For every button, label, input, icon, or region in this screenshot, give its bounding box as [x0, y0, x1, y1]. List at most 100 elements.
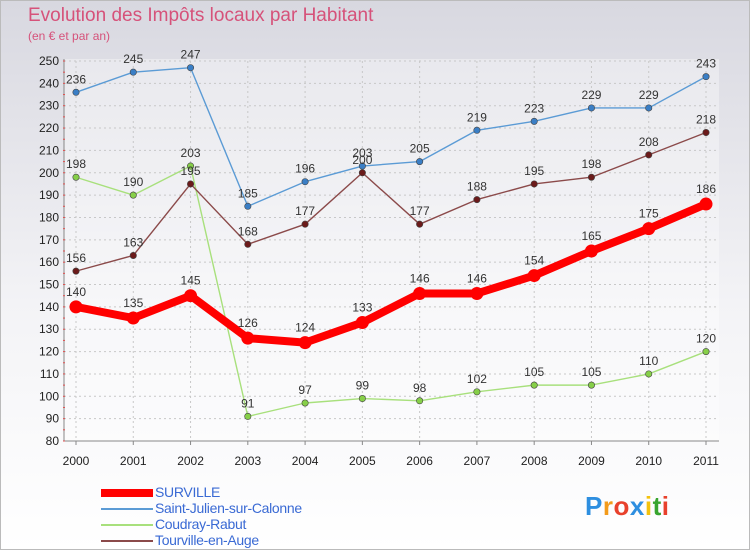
- data-point-coudray-rabut: [473, 388, 481, 396]
- chart-title: Evolution des Impôts locaux par Habitant: [28, 5, 374, 26]
- data-point-surville: [584, 244, 598, 258]
- data-point-tourville-en-auge: [301, 220, 309, 228]
- legend-label: Coudray-Rabut: [155, 516, 247, 532]
- y-tick-label: 100: [39, 389, 59, 403]
- y-tick-label: 230: [39, 99, 59, 113]
- data-label-surville: 146: [410, 271, 430, 285]
- logo-letter: i: [644, 491, 653, 521]
- data-point-tourville-en-auge: [187, 180, 195, 188]
- x-tick-label: 2008: [521, 454, 548, 468]
- y-tick-label: 180: [39, 210, 59, 224]
- legend-swatch: [101, 524, 153, 526]
- legend-label: Saint-Julien-sur-Calonne: [155, 500, 302, 516]
- x-tick-label: 2002: [177, 454, 204, 468]
- data-label-coudray-rabut: 99: [356, 379, 370, 393]
- x-tick-label: 2003: [234, 454, 261, 468]
- data-point-tourville-en-auge: [72, 267, 80, 275]
- x-tick-label: 2006: [406, 454, 433, 468]
- y-tick-label: 170: [39, 233, 59, 247]
- data-point-surville: [355, 316, 369, 330]
- x-tick-label: 2000: [63, 454, 90, 468]
- y-tick-label: 150: [39, 278, 59, 292]
- y-tick-label: 110: [40, 367, 59, 381]
- data-label-surville: 175: [639, 207, 659, 221]
- y-tick-label: 160: [39, 255, 59, 269]
- data-label-tourville-en-auge: 163: [123, 235, 143, 249]
- data-label-tourville-en-auge: 198: [581, 157, 601, 171]
- legend-label: SURVILLE: [155, 484, 221, 500]
- data-label-surville: 135: [123, 296, 143, 310]
- data-label-saint-julien-sur-calonne: 185: [238, 186, 258, 200]
- data-label-coudray-rabut: 102: [467, 372, 487, 386]
- data-label-saint-julien-sur-calonne: 205: [410, 142, 430, 156]
- data-label-surville: 146: [467, 271, 487, 285]
- data-point-saint-julien-sur-calonne: [416, 158, 424, 166]
- data-point-surville: [126, 311, 140, 325]
- data-point-surville: [699, 197, 713, 211]
- data-point-surville: [298, 336, 312, 350]
- data-point-tourville-en-auge: [416, 220, 424, 228]
- data-label-tourville-en-auge: 208: [639, 135, 659, 149]
- data-point-saint-julien-sur-calonne: [473, 126, 481, 134]
- data-point-saint-julien-sur-calonne: [702, 73, 710, 81]
- data-label-surville: 154: [524, 254, 544, 268]
- data-point-coudray-rabut: [301, 399, 309, 407]
- data-label-coudray-rabut: 198: [66, 157, 86, 171]
- data-label-surville: 145: [181, 274, 201, 288]
- plot-area: [64, 59, 719, 441]
- data-label-tourville-en-auge: 177: [295, 204, 315, 218]
- data-label-saint-julien-sur-calonne: 245: [123, 52, 143, 66]
- data-point-tourville-en-auge: [530, 180, 538, 188]
- series-line-surville: [72, 200, 710, 347]
- y-tick-label: 140: [39, 300, 59, 314]
- legend-label: Tourville-en-Auge: [155, 532, 259, 548]
- data-label-tourville-en-auge: 195: [524, 164, 544, 178]
- data-point-surville: [470, 286, 484, 300]
- logo-letter: i: [661, 491, 670, 521]
- series-line-tourville-en-auge: [75, 131, 707, 272]
- data-label-tourville-en-auge: 177: [410, 204, 430, 218]
- data-point-surville: [413, 286, 427, 300]
- data-point-saint-julien-sur-calonne: [530, 117, 538, 125]
- data-label-coudray-rabut: 91: [241, 396, 255, 410]
- data-point-coudray-rabut: [358, 395, 366, 403]
- data-point-tourville-en-auge: [244, 240, 252, 248]
- data-label-saint-julien-sur-calonne: 219: [467, 110, 487, 124]
- data-point-tourville-en-auge: [473, 196, 481, 204]
- data-point-surville: [241, 331, 255, 345]
- data-point-surville: [527, 269, 541, 283]
- x-tick-label: 2001: [120, 454, 147, 468]
- series-line-saint-julien-sur-calonne: [75, 67, 707, 207]
- data-point-saint-julien-sur-calonne: [301, 178, 309, 186]
- data-point-coudray-rabut: [244, 412, 252, 420]
- data-label-tourville-en-auge: 218: [696, 113, 716, 127]
- legend-swatch: [101, 489, 153, 497]
- data-label-saint-julien-sur-calonne: 236: [66, 72, 86, 86]
- data-point-surville: [69, 300, 83, 314]
- legend-swatch: [101, 508, 153, 510]
- logo-letter: o: [613, 491, 630, 521]
- data-point-coudray-rabut: [72, 173, 80, 181]
- data-label-tourville-en-auge: 188: [467, 180, 487, 194]
- data-point-saint-julien-sur-calonne: [129, 68, 137, 76]
- y-tick-label: 220: [39, 121, 59, 135]
- data-label-coudray-rabut: 98: [413, 381, 427, 395]
- data-label-saint-julien-sur-calonne: 196: [295, 162, 315, 176]
- data-point-coudray-rabut: [645, 370, 653, 378]
- data-point-saint-julien-sur-calonne: [358, 162, 366, 170]
- data-point-coudray-rabut: [530, 381, 538, 389]
- data-label-coudray-rabut: 203: [181, 146, 201, 160]
- y-tick-label: 190: [39, 188, 59, 202]
- data-label-coudray-rabut: 120: [696, 332, 716, 346]
- data-point-coudray-rabut: [702, 348, 710, 356]
- chart-subtitle: (en € et par an): [28, 29, 111, 43]
- series-line-coudray-rabut: [75, 165, 707, 418]
- data-label-surville: 124: [295, 321, 315, 335]
- logo-letter: x: [629, 491, 645, 521]
- data-label-surville: 186: [696, 182, 716, 196]
- y-tick-label: 80: [46, 434, 60, 448]
- data-label-tourville-en-auge: 200: [352, 153, 372, 167]
- data-label-coudray-rabut: 105: [524, 365, 544, 379]
- data-point-saint-julien-sur-calonne: [587, 104, 595, 112]
